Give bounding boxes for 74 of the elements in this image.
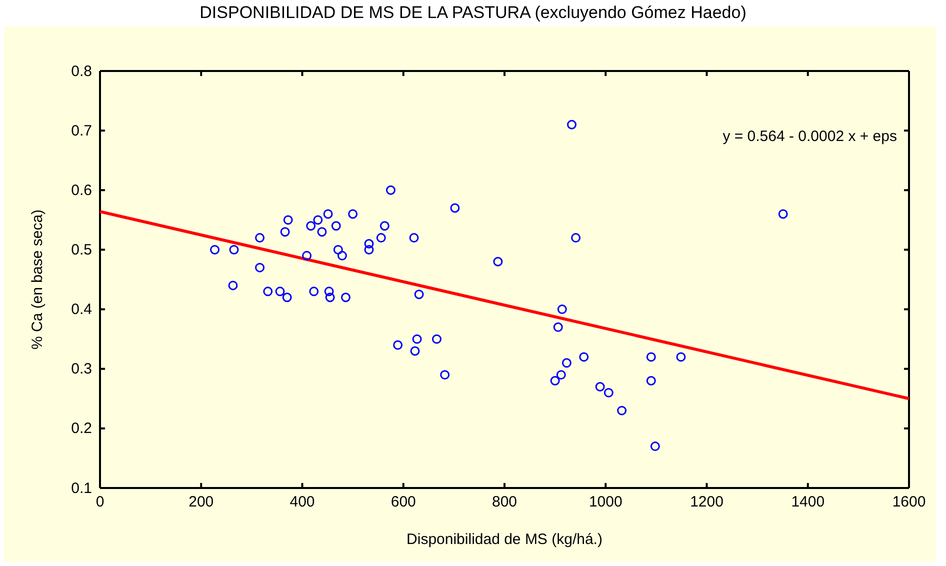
x-tick-label: 800 xyxy=(492,494,518,511)
point xyxy=(650,442,660,452)
x-tick-label: 200 xyxy=(188,494,214,511)
point xyxy=(364,239,374,248)
point xyxy=(364,244,374,254)
y-tick-label: 0.4 xyxy=(71,301,92,318)
point xyxy=(317,227,327,237)
point xyxy=(493,256,503,266)
point xyxy=(331,221,341,231)
point xyxy=(255,262,265,272)
point xyxy=(348,209,358,219)
point xyxy=(571,233,581,243)
point xyxy=(282,292,292,302)
point xyxy=(553,322,563,332)
point xyxy=(340,292,350,302)
point xyxy=(337,250,347,260)
y-tick-label: 0.7 xyxy=(71,122,92,140)
y-tick-label: 0.6 xyxy=(71,182,92,199)
point xyxy=(646,352,656,362)
point xyxy=(412,334,422,344)
y-tick-label: 0.8 xyxy=(71,62,92,80)
point xyxy=(432,334,442,344)
chart-title: DISPONIBILIDAD DE MS DE LA PASTURA (excluyendo Gómez Haedo) xyxy=(200,3,746,22)
point xyxy=(676,352,686,362)
x-tick-label: 1200 xyxy=(690,494,724,511)
point xyxy=(306,221,316,231)
x-tick-label: 600 xyxy=(390,494,416,511)
point xyxy=(333,244,343,254)
point xyxy=(309,286,319,296)
point xyxy=(410,346,420,356)
point xyxy=(302,250,312,260)
point xyxy=(579,352,589,362)
point xyxy=(280,227,290,237)
point xyxy=(557,304,567,314)
x-tick-label: 1400 xyxy=(791,494,825,511)
y-axis-title: % Ca (en base seca) xyxy=(29,209,46,350)
point xyxy=(324,286,334,296)
point xyxy=(228,280,238,290)
y-tick-label: 0.3 xyxy=(71,360,92,378)
point xyxy=(393,340,403,350)
y-tick-label: 0.2 xyxy=(71,420,92,438)
y-tick-label: 0.1 xyxy=(71,480,92,497)
point xyxy=(386,185,396,195)
x-tick-label: 1600 xyxy=(892,494,926,511)
point xyxy=(323,209,333,219)
x-tick-label: 400 xyxy=(290,494,315,511)
annotation: y = 0.564 - 0.0002 x + eps xyxy=(722,128,897,145)
point xyxy=(255,233,265,243)
point xyxy=(595,382,605,392)
point xyxy=(604,388,614,398)
point xyxy=(567,120,576,130)
point xyxy=(414,290,424,300)
point xyxy=(263,286,273,296)
x-axis-title: Disponibilidad de MS (kg/há.) xyxy=(406,531,602,548)
point xyxy=(376,233,386,243)
point xyxy=(409,233,419,243)
point xyxy=(778,209,788,219)
point xyxy=(550,376,560,386)
point xyxy=(556,370,566,380)
point xyxy=(229,244,239,254)
point xyxy=(283,215,293,225)
point xyxy=(325,292,335,302)
x-tick-label: 0 xyxy=(96,494,104,511)
y-tick-label: 0.5 xyxy=(71,242,92,259)
point xyxy=(275,286,285,296)
point xyxy=(380,221,390,231)
point xyxy=(210,244,220,254)
x-tick-label: 1000 xyxy=(588,494,622,511)
point xyxy=(450,203,460,213)
point xyxy=(617,406,627,416)
point xyxy=(440,370,450,380)
point xyxy=(646,376,656,386)
point xyxy=(562,358,572,368)
point xyxy=(313,215,323,225)
